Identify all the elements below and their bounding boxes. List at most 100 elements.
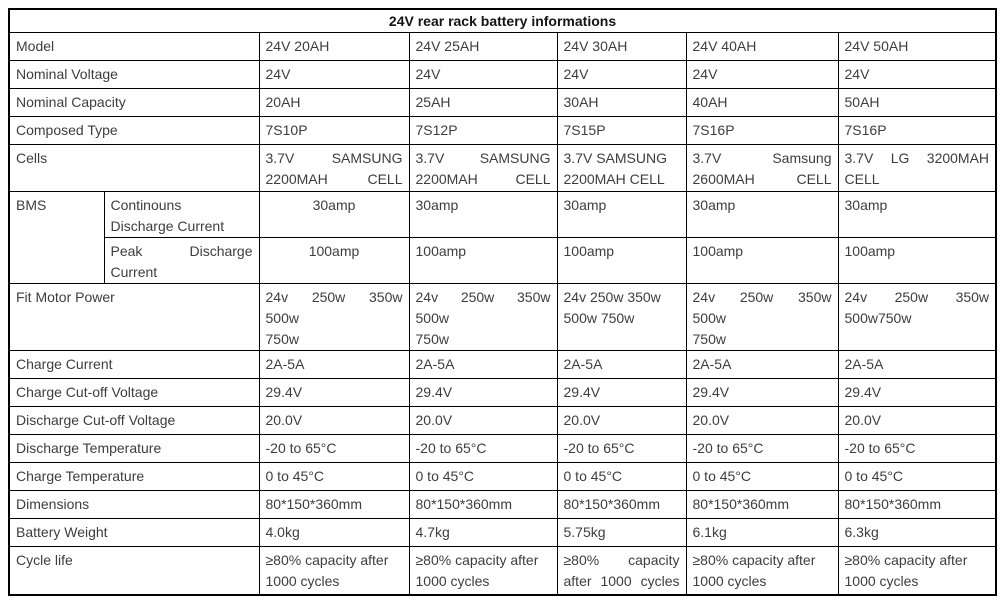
spec-cell: -20 to 65°C (408, 434, 558, 463)
spec-cell: 24v 250w 350w 500w 750w (408, 283, 558, 351)
spec-cell: 30amp (837, 191, 997, 238)
spec-cell: 100amp (258, 237, 410, 284)
spec-cell: 20.0V (837, 406, 997, 435)
row-sublabel-continuous-discharge-current: Continouns Discharge Current (103, 191, 260, 238)
spec-cell: 7S16P (837, 116, 997, 145)
spec-cell: 20.0V (408, 406, 558, 435)
spec-cell: 30amp (258, 191, 410, 238)
spec-cell: 25AH (408, 88, 558, 117)
row-label-model: Model (8, 32, 260, 61)
spec-cell: -20 to 65°C (258, 434, 410, 463)
spec-cell: 29.4V (556, 378, 687, 407)
spec-cell: 80*150*360mm (685, 490, 839, 519)
spec-cell: 24V (837, 60, 997, 89)
row-label-discharge-cutoff-voltage: Discharge Cut-off Voltage (8, 406, 260, 435)
spec-cell: 3.7V LG 3200MAH CELL (837, 144, 997, 192)
row-label-charge-cutoff-voltage: Charge Cut-off Voltage (8, 378, 260, 407)
spec-cell: 20AH (258, 88, 410, 117)
spec-cell: 0 to 45°C (685, 462, 839, 491)
spec-cell: -20 to 65°C (556, 434, 687, 463)
row-model: Model 24V 20AH 24V 25AH 24V 30AH 24V 40A… (8, 32, 997, 61)
spec-cell: 24V 25AH (408, 32, 558, 61)
spec-cell: 29.4V (258, 378, 410, 407)
spec-cell: ≥80% capacity after 1000 cycles (837, 546, 997, 595)
spec-cell: 2A-5A (258, 350, 410, 379)
spec-cell: 7S10P (258, 116, 410, 145)
spec-cell: 7S15P (556, 116, 687, 145)
row-charge-current: Charge Current 2A-5A 2A-5A 2A-5A 2A-5A 2… (8, 350, 997, 379)
spec-cell: 24V (408, 60, 558, 89)
spec-cell: 3.7V SAMSUNG 2200MAH CELL (258, 144, 410, 192)
spec-cell: 2A-5A (556, 350, 687, 379)
spec-cell: 100amp (837, 237, 997, 284)
row-label-fit-motor-power: Fit Motor Power (8, 283, 260, 351)
spec-cell: 100amp (556, 237, 687, 284)
spec-cell: 24V (258, 60, 410, 89)
spec-cell: 24V 50AH (837, 32, 997, 61)
spec-cell: 5.75kg (556, 518, 687, 547)
spec-cell: 24V 20AH (258, 32, 410, 61)
row-label-cells: Cells (8, 144, 260, 192)
row-dimensions: Dimensions 80*150*360mm 80*150*360mm 80*… (8, 490, 997, 519)
row-nominal-capacity: Nominal Capacity 20AH 25AH 30AH 40AH 50A… (8, 88, 997, 117)
spec-cell: 24v 250w 350w 500w750w (837, 283, 997, 351)
spec-cell: 24V 40AH (685, 32, 839, 61)
spec-cell: 40AH (685, 88, 839, 117)
spec-cell: 3.7V Samsung 2600MAH CELL (685, 144, 839, 192)
spec-cell: 24V (556, 60, 687, 89)
spec-cell: 80*150*360mm (408, 490, 558, 519)
spec-cell: 80*150*360mm (556, 490, 687, 519)
row-cells: Cells 3.7V SAMSUNG 2200MAH CELL 3.7V SAM… (8, 144, 997, 192)
row-composed-type: Composed Type 7S10P 7S12P 7S15P 7S16P 7S… (8, 116, 997, 145)
row-nominal-voltage: Nominal Voltage 24V 24V 24V 24V 24V (8, 60, 997, 89)
spec-cell: 24V 30AH (556, 32, 687, 61)
row-label-discharge-temperature: Discharge Temperature (8, 434, 260, 463)
spec-cell: 100amp (408, 237, 558, 284)
spec-cell: 20.0V (685, 406, 839, 435)
row-fit-motor-power: Fit Motor Power 24v 250w 350w 500w 750w … (8, 283, 997, 351)
row-discharge-cutoff-voltage: Discharge Cut-off Voltage 20.0V 20.0V 20… (8, 406, 997, 435)
row-cycle-life: Cycle life ≥80% capacity after 1000 cycl… (8, 546, 997, 595)
spec-cell: 3.7V SAMSUNG 2200MAH CELL (556, 144, 687, 192)
spec-cell: 30amp (556, 191, 687, 238)
row-label-nominal-voltage: Nominal Voltage (8, 60, 260, 89)
spec-cell: 2A-5A (837, 350, 997, 379)
spec-cell: 2A-5A (408, 350, 558, 379)
row-label-bms: BMS (8, 191, 105, 284)
row-sublabel-peak-discharge-current: Peak Discharge Current (103, 237, 260, 284)
spec-cell: 30AH (556, 88, 687, 117)
row-battery-weight: Battery Weight 4.0kg 4.7kg 5.75kg 6.1kg … (8, 518, 997, 547)
spec-cell: 30amp (408, 191, 558, 238)
spec-cell: 4.0kg (258, 518, 410, 547)
row-label-charge-current: Charge Current (8, 350, 260, 379)
spec-cell: 4.7kg (408, 518, 558, 547)
spec-cell: ≥80% capacity after 1000 cycles (556, 546, 687, 595)
spec-cell: 30amp (685, 191, 839, 238)
row-label-cycle-life: Cycle life (8, 546, 260, 595)
spec-cell: 24V (685, 60, 839, 89)
battery-spec-table: 24V rear rack battery informations Model… (8, 8, 998, 596)
spec-cell: 29.4V (408, 378, 558, 407)
spec-cell: 24v 250w 350w 500w 750w (258, 283, 410, 351)
spec-cell: 50AH (837, 88, 997, 117)
spec-cell: 7S16P (685, 116, 839, 145)
spec-cell: 0 to 45°C (258, 462, 410, 491)
row-label-dimensions: Dimensions (8, 490, 260, 519)
spec-cell: 6.1kg (685, 518, 839, 547)
spec-cell: 100amp (685, 237, 839, 284)
row-discharge-temperature: Discharge Temperature -20 to 65°C -20 to… (8, 434, 997, 463)
spec-cell: 80*150*360mm (258, 490, 410, 519)
table-title: 24V rear rack battery informations (8, 8, 997, 33)
spec-cell: -20 to 65°C (685, 434, 839, 463)
row-bms-peak-discharge: Peak Discharge Current 100amp 100amp 100… (9, 237, 997, 284)
spec-cell: 24v 250w 350w 500w 750w (556, 283, 687, 351)
spec-cell: 0 to 45°C (408, 462, 558, 491)
spec-cell: ≥80% capacity after 1000 cycles (685, 546, 839, 595)
row-charge-temperature: Charge Temperature 0 to 45°C 0 to 45°C 0… (8, 462, 997, 491)
row-label-composed-type: Composed Type (8, 116, 260, 145)
row-label-battery-weight: Battery Weight (8, 518, 260, 547)
spec-cell: ≥80% capacity after 1000 cycles (258, 546, 410, 595)
row-label-charge-temperature: Charge Temperature (8, 462, 260, 491)
spec-cell: 3.7V SAMSUNG 2200MAH CELL (408, 144, 558, 192)
spec-cell: 29.4V (685, 378, 839, 407)
